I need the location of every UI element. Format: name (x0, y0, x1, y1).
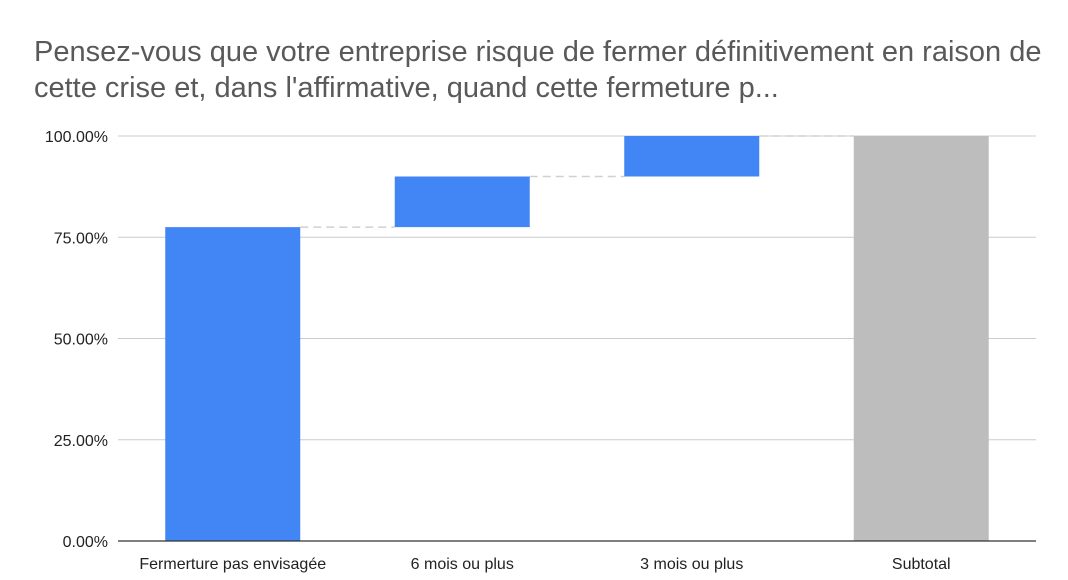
increase-bar (624, 136, 760, 177)
y-tick-label: 50.00% (54, 332, 108, 349)
x-axis-tick-labels: Fermerture pas envisagée 6 mois ou plus 3 … (139, 556, 950, 573)
x-tick-label: Fermerture pas envisagée (139, 556, 326, 573)
x-tick-label: Subtotal (892, 556, 951, 573)
total-bar (853, 136, 989, 541)
y-tick-label: 100.00% (45, 129, 108, 146)
bars (165, 136, 989, 541)
y-tick-label: 75.00% (54, 230, 108, 247)
y-tick-label: 0.00% (63, 534, 108, 551)
x-tick-label: 3 mois ou plus (640, 556, 743, 573)
x-tick-label: 6 mois ou plus (411, 556, 514, 573)
increase-bar (394, 176, 530, 228)
connector-lines (300, 135, 854, 228)
y-tick-label: 25.00% (54, 433, 108, 450)
chart-title: Pensez-vous que votre entreprise risque … (34, 36, 1042, 104)
increase-bar (165, 227, 301, 541)
y-axis-tick-labels: 0.00% 25.00% 50.00% 75.00% 100.00% (45, 129, 108, 551)
